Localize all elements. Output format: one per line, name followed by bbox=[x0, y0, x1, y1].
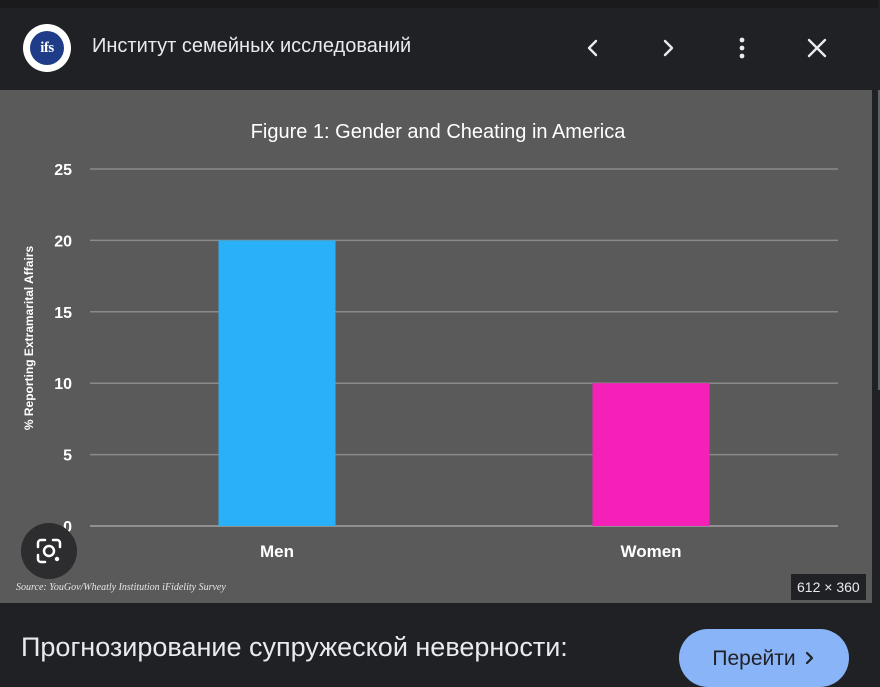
image-dimensions-badge: 612 × 360 bbox=[791, 574, 866, 600]
previous-button[interactable] bbox=[573, 28, 613, 68]
y-tick-label: 25 bbox=[54, 162, 72, 179]
goto-button-label: Перейти bbox=[712, 646, 796, 670]
chevron-left-icon bbox=[587, 39, 598, 57]
header: ifs Институт семейных исследований bbox=[0, 0, 880, 92]
y-tick-label: 15 bbox=[54, 305, 72, 322]
close-button[interactable] bbox=[797, 28, 837, 68]
chart-title: Figure 1: Gender and Cheating in America bbox=[251, 121, 627, 143]
x-tick-label: Men bbox=[260, 542, 294, 561]
google-lens-button[interactable] bbox=[21, 523, 77, 579]
more-vert-icon bbox=[739, 37, 745, 59]
logo-text: ifs bbox=[30, 31, 64, 65]
x-tick-label: Women bbox=[620, 542, 681, 561]
y-tick-label: 0 bbox=[63, 519, 72, 536]
scrollbar[interactable] bbox=[878, 90, 880, 390]
y-tick-label: 10 bbox=[54, 376, 72, 393]
next-button[interactable] bbox=[648, 28, 688, 68]
bar-chart: 0 5 10 15 20 25 Men Women Figure 1: Gender and … bbox=[16, 121, 838, 593]
close-icon bbox=[807, 38, 827, 58]
google-lens-icon bbox=[36, 538, 62, 564]
bar-women bbox=[592, 383, 710, 526]
y-axis-label: % Reporting Extramarital Affairs bbox=[22, 246, 36, 431]
chevron-right-icon bbox=[663, 39, 674, 57]
site-title[interactable]: Институт семейных исследований bbox=[92, 35, 412, 57]
y-tick-label: 20 bbox=[54, 233, 72, 250]
bar-men bbox=[218, 240, 336, 526]
chevron-right-icon bbox=[805, 651, 813, 665]
preview-image[interactable]: 0 5 10 15 20 25 Men Women Figure 1: Gender and … bbox=[0, 90, 872, 603]
site-logo[interactable]: ifs bbox=[23, 24, 71, 72]
panel-top-edge bbox=[0, 0, 878, 8]
chart-source: Source: YouGov/Wheatly Institution iFide… bbox=[16, 582, 226, 593]
goto-button[interactable]: Перейти bbox=[679, 629, 849, 687]
result-caption[interactable]: Прогнозирование супружеской неверности: bbox=[21, 632, 568, 662]
more-options-button[interactable] bbox=[722, 28, 762, 68]
y-tick-label: 5 bbox=[63, 448, 72, 465]
